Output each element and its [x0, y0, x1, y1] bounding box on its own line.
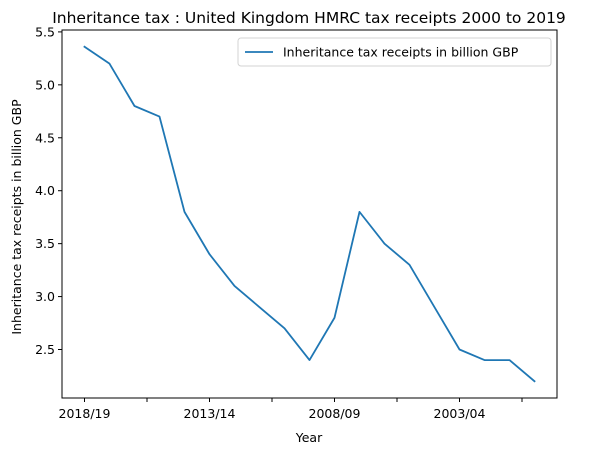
legend-box	[237, 37, 552, 67]
x-tick-label: 2008/09	[309, 406, 361, 421]
y-tick-label: 5.0	[35, 77, 55, 92]
series-line	[83, 45, 536, 383]
x-tick-label: 2003/04	[434, 406, 486, 421]
y-axis-label: Inheritance tax receipts in billion GBP	[9, 99, 24, 335]
y-tick-label: 3.5	[35, 236, 55, 251]
y-tick-label: 4.5	[35, 130, 55, 145]
x-tick-label: 2013/14	[184, 406, 236, 421]
chart-title: Inheritance tax : United Kingdom HMRC ta…	[52, 9, 566, 27]
x-axis: 2018/19 2013/14 2008/09 2003/04	[59, 398, 523, 421]
x-tick-label: 2018/19	[59, 406, 111, 421]
y-tick-label: 5.5	[35, 24, 55, 39]
x-axis-label: Year	[295, 430, 323, 445]
plot-frame	[61, 29, 558, 399]
y-tick-label: 4.0	[35, 183, 55, 198]
y-axis: 2.5 3.0 3.5 4.0 4.5 5.0 5.5	[35, 24, 62, 357]
y-tick-label: 2.5	[35, 342, 55, 357]
plot-area: 2018/19 2013/14 2008/09 2003/04 2.5 3.0 3.5 4.…	[35, 24, 558, 421]
legend: Inheritance tax receipts in billion GBP	[237, 37, 552, 67]
legend-entry-label: Inheritance tax receipts in billion GBP	[283, 45, 519, 60]
y-tick-label: 3.0	[35, 289, 55, 304]
